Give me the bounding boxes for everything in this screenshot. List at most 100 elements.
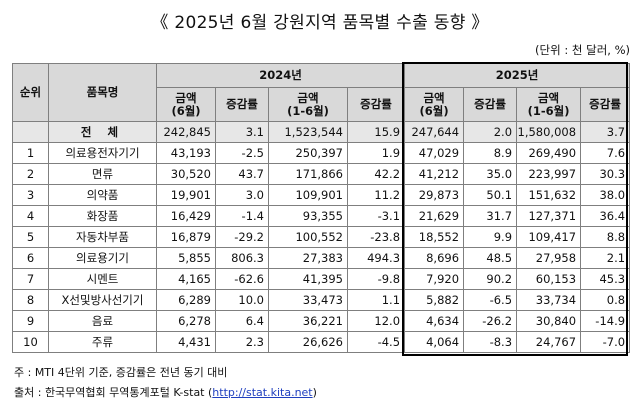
value-cell: 29,873 [404, 184, 465, 206]
value-cell: 4,634 [404, 310, 465, 332]
subheader-1: 증감률 [215, 87, 269, 122]
value-cell: 43.7 [215, 163, 269, 185]
value-cell: -3.1 [346, 205, 406, 227]
value-cell: 242,845 [156, 121, 216, 143]
item-name-cell: 자동차부품 [48, 226, 157, 248]
value-cell: 90.2 [463, 268, 518, 290]
value-cell: 42.2 [346, 163, 406, 185]
value-cell: 171,866 [268, 163, 348, 185]
value-cell: 806.3 [215, 247, 269, 269]
header-year-2024: 2024년 [155, 63, 406, 88]
table-row: 1 의료용전자기기 43,193 -2.5 250,397 1.9 47,029 8.9 269… [12, 142, 631, 164]
rank-cell: 6 [12, 247, 49, 269]
table-row: 9 음료 6,278 6.4 36,221 12.0 4,634 -26.2 30,840 -14… [12, 310, 631, 332]
value-cell: -14.9 [580, 310, 631, 332]
value-cell: 8.9 [463, 142, 518, 164]
value-cell: -9.8 [346, 268, 406, 290]
table-row: 7 시멘트 4,165 -62.6 41,395 -9.8 7,920 90.2 60,153 4… [12, 268, 631, 290]
value-cell: 41,395 [268, 268, 348, 290]
value-cell: 27,958 [516, 247, 582, 269]
item-name-cell: 의약품 [48, 184, 157, 206]
rank-cell [12, 121, 49, 143]
header-item: 품목명 [48, 63, 157, 122]
value-cell: 269,490 [516, 142, 582, 164]
value-cell: 3.7 [580, 121, 631, 143]
rank-cell: 8 [12, 289, 49, 311]
value-cell: 494.3 [346, 247, 406, 269]
value-cell: 2.3 [215, 331, 269, 353]
value-cell: 33,734 [516, 289, 582, 311]
value-cell: 24,767 [516, 331, 582, 353]
item-name-cell: X선및방사선기기 [48, 289, 157, 311]
value-cell: 4,165 [156, 268, 216, 290]
page-title: 《 2025년 6월 강원지역 품목별 수출 동향 》 [151, 13, 489, 33]
item-name-cell: 의료용전자기기 [48, 142, 157, 164]
value-cell: 127,371 [516, 205, 582, 227]
value-cell: 93,355 [268, 205, 348, 227]
item-name-cell: 의료용기기 [48, 247, 157, 269]
subheader-4: 금액 (6월) [404, 87, 465, 122]
total-row: 전 체 242,845 3.1 1,523,544 15.9 247,644 2.0 1,58… [12, 121, 631, 143]
value-cell: 3.1 [215, 121, 269, 143]
value-cell: 26,626 [268, 331, 348, 353]
value-cell: 21,629 [404, 205, 465, 227]
value-cell: 31.7 [463, 205, 518, 227]
value-cell: 5,882 [404, 289, 465, 311]
value-cell: 6.4 [215, 310, 269, 332]
subheader-6: 금액 (1-6월) [516, 87, 582, 122]
rank-cell: 10 [12, 331, 49, 353]
table-row: 5 자동차부품 16,879 -29.2 100,552 -23.8 18,552 9.9 10… [12, 226, 631, 248]
item-name-cell: 시멘트 [48, 268, 157, 290]
value-cell: 1,523,544 [268, 121, 348, 143]
value-cell: 6,278 [156, 310, 216, 332]
value-cell: 50.1 [463, 184, 518, 206]
table-row: 3 의약품 19,901 3.0 109,901 11.2 29,873 50.1 151,63… [12, 184, 631, 206]
table-row: 2 면류 30,520 43.7 171,866 42.2 41,212 35.0 223,99… [12, 163, 631, 185]
table-row: 4 화장품 16,429 -1.4 93,355 -3.1 21,629 31.7 127,37… [12, 205, 631, 227]
value-cell: 7.6 [580, 142, 631, 164]
value-cell: 30,840 [516, 310, 582, 332]
value-cell: -1.4 [215, 205, 269, 227]
source-link[interactable]: http://stat.kita.net [212, 386, 313, 399]
value-cell: -62.6 [215, 268, 269, 290]
value-cell: 3.0 [215, 184, 269, 206]
value-cell: 30,520 [156, 163, 216, 185]
source-note: 출처 : 한국무역협회 무역통계포털 K-stat (http://stat.k… [14, 384, 317, 400]
rank-cell: 7 [12, 268, 49, 290]
table-row: 8 X선및방사선기기 6,289 10.0 33,473 1.1 5,882 -6.5 33,7… [12, 289, 631, 311]
value-cell: 10.0 [215, 289, 269, 311]
value-cell: 109,417 [516, 226, 582, 248]
value-cell: 11.2 [346, 184, 406, 206]
value-cell: 30.3 [580, 163, 631, 185]
value-cell: 8,696 [404, 247, 465, 269]
value-cell: 19,901 [156, 184, 216, 206]
footnote: 주 : MTI 4단위 기준, 증감률은 전년 동기 대비 [14, 366, 228, 379]
header-rank: 순위 [12, 63, 49, 122]
value-cell: 43,193 [156, 142, 216, 164]
value-cell: 250,397 [268, 142, 348, 164]
value-cell: 109,901 [268, 184, 348, 206]
rank-cell: 5 [12, 226, 49, 248]
value-cell: -8.3 [463, 331, 518, 353]
value-cell: -6.5 [463, 289, 518, 311]
value-cell: -29.2 [215, 226, 269, 248]
value-cell: 4,431 [156, 331, 216, 353]
value-cell: 12.0 [346, 310, 406, 332]
item-name-cell: 전 체 [48, 121, 157, 143]
value-cell: 1.9 [346, 142, 406, 164]
value-cell: 48.5 [463, 247, 518, 269]
value-cell: 4,064 [404, 331, 465, 353]
header-year-2025: 2025년 [404, 63, 631, 88]
rank-cell: 3 [12, 184, 49, 206]
item-name-cell: 주류 [48, 331, 157, 353]
subheader-0: 금액 (6월) [156, 87, 216, 122]
value-cell: 38.0 [580, 184, 631, 206]
unit-label: (단위 : 천 달러, %) [535, 43, 630, 57]
value-cell: 2.1 [580, 247, 631, 269]
subheader-7: 증감률 [580, 87, 631, 122]
value-cell: 27,383 [268, 247, 348, 269]
value-cell: 6,289 [156, 289, 216, 311]
value-cell: 33,473 [268, 289, 348, 311]
subheader-5: 증감률 [463, 87, 518, 122]
value-cell: 9.9 [463, 226, 518, 248]
